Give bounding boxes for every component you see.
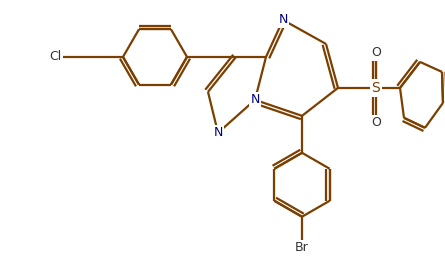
Text: Cl: Cl — [49, 50, 61, 63]
Text: N: N — [213, 126, 222, 139]
Text: O: O — [371, 46, 381, 59]
Text: Br: Br — [295, 241, 309, 254]
Text: N: N — [278, 14, 287, 26]
Text: S: S — [372, 81, 380, 95]
Text: N: N — [250, 93, 260, 106]
Text: O: O — [371, 116, 381, 129]
